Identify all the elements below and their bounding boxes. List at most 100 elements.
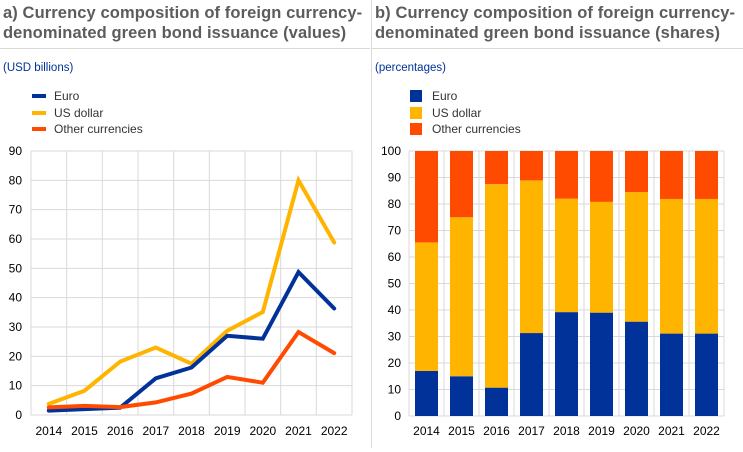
x-tick-label: 2015 [71,424,98,438]
chart-title-b: b) Currency composition of foreign curre… [375,3,735,43]
y-tick-label: 10 [388,383,402,397]
bar-euro-2021 [660,333,683,416]
title-divider [372,48,743,49]
chart-title-a: a) Currency composition of foreign curre… [3,3,362,43]
x-tick-label: 2016 [483,424,510,438]
y-tick-label: 70 [9,203,23,217]
title-line-2: denominated green bond issuance (shares) [375,24,721,42]
y-tick-label: 60 [388,250,402,264]
bar-us-dollar-2017 [520,180,543,334]
bar-euro-2022 [695,333,718,416]
y-tick-label: 0 [394,409,401,423]
bar-other-currencies-2019 [590,151,613,202]
y-tick-label: 10 [9,379,23,393]
legend-label: Other currencies [432,122,521,137]
y-tick-label: 80 [9,173,23,187]
y-tick-label: 50 [9,261,23,275]
bar-other-currencies-2014 [415,151,438,243]
title-line-2: denominated green bond issuance (values) [3,24,347,42]
legend-item-us-dollar: US dollar [32,105,143,122]
x-tick-label: 2016 [107,424,134,438]
bar-us-dollar-2022 [695,198,718,334]
title-divider [0,48,370,49]
bar-other-currencies-2022 [695,151,718,199]
legend-swatch-us-dollar [410,106,422,119]
x-tick-label: 2020 [623,424,650,438]
y-tick-label: 90 [9,144,23,158]
panel-shares: b) Currency composition of foreign curre… [372,0,743,452]
bar-us-dollar-2015 [450,217,473,377]
x-tick-label: 2021 [658,424,685,438]
y-tick-label: 0 [15,408,22,422]
panel-values: a) Currency composition of foreign curre… [0,0,371,452]
title-line-1: b) Currency composition of foreign curre… [375,4,736,22]
x-tick-label: 2014 [413,424,440,438]
legend-item-other: Other currencies [410,121,521,138]
y-tick-label: 30 [388,330,402,344]
y-tick-label: 90 [388,171,402,185]
bar-euro-2020 [625,321,648,416]
bar-other-currencies-2017 [520,151,543,181]
y-tick-label: 70 [388,224,402,238]
x-tick-label: 2015 [448,424,475,438]
panel-divider [371,0,372,448]
bar-us-dollar-2019 [590,201,613,313]
line-chart: 0 10 20 30 40 50 60 70 80 90 2014 2015 2016 2017 2018 2… [9,144,353,438]
title-line-1: a) Currency composition of foreign curre… [3,4,363,22]
legend-label: Euro [54,89,80,104]
bar-us-dollar-2016 [485,184,508,388]
legend-item-euro: Euro [32,88,143,105]
y-tick-label: 100 [381,144,401,158]
y-tick-label: 20 [388,356,402,370]
bar-other-currencies-2021 [660,151,683,199]
legend-swatch-us-dollar [32,110,46,115]
legend-item-us-dollar: US dollar [410,105,521,122]
legend-label: US dollar [432,105,482,120]
bar-us-dollar-2021 [660,198,683,334]
bar-other-currencies-2016 [485,151,508,185]
legend-swatch-euro [32,94,46,99]
series-line-us-dollar [46,175,337,406]
x-tick-label: 2022 [693,424,720,438]
legend-label: US dollar [54,105,104,120]
legend-b: Euro US dollar Other currencies [410,88,521,138]
x-tick-label: 2017 [142,424,169,438]
bar-other-currencies-2018 [555,151,578,199]
x-tick-label: 2018 [178,424,205,438]
legend-item-other: Other currencies [32,121,143,138]
x-tick-label: 2021 [285,424,312,438]
bar-euro-2014 [415,370,438,416]
stacked-bar-chart: 0 10 20 30 40 50 60 70 80 90 100 2014 2015 2016 2017 20… [381,144,725,438]
series-line-euro [46,268,337,413]
legend-a: Euro US dollar Other currencies [32,88,143,138]
x-tick-label: 2019 [214,424,241,438]
y-tick-label: 50 [388,277,402,291]
y-tick-label: 40 [388,303,402,317]
bar-euro-2018 [555,312,578,416]
legend-label: Euro [432,89,458,104]
y-tick-label: 80 [388,197,402,211]
x-tick-label: 2022 [321,424,348,438]
bar-us-dollar-2014 [415,242,438,371]
bar-euro-2016 [485,387,508,416]
legend-swatch-euro [410,90,422,103]
x-tick-label: 2014 [35,424,62,438]
y-tick-label: 40 [9,291,23,305]
bar-other-currencies-2020 [625,151,648,193]
unit-label: (percentages) [375,62,446,74]
legend-swatch-other [410,123,422,136]
x-tick-label: 2020 [249,424,276,438]
y-tick-label: 20 [9,349,23,363]
bar-us-dollar-2018 [555,198,578,313]
series-line-other-currencies [46,329,337,410]
legend-swatch-other [32,127,46,132]
y-tick-label: 60 [9,232,23,246]
bar-euro-2017 [520,333,543,416]
legend-label: Other currencies [54,122,143,137]
bar-euro-2015 [450,376,473,416]
y-tick-label: 30 [9,320,23,334]
bar-euro-2019 [590,312,613,416]
x-tick-label: 2019 [588,424,615,438]
x-tick-label: 2018 [553,424,580,438]
bar-other-currencies-2015 [450,151,473,218]
